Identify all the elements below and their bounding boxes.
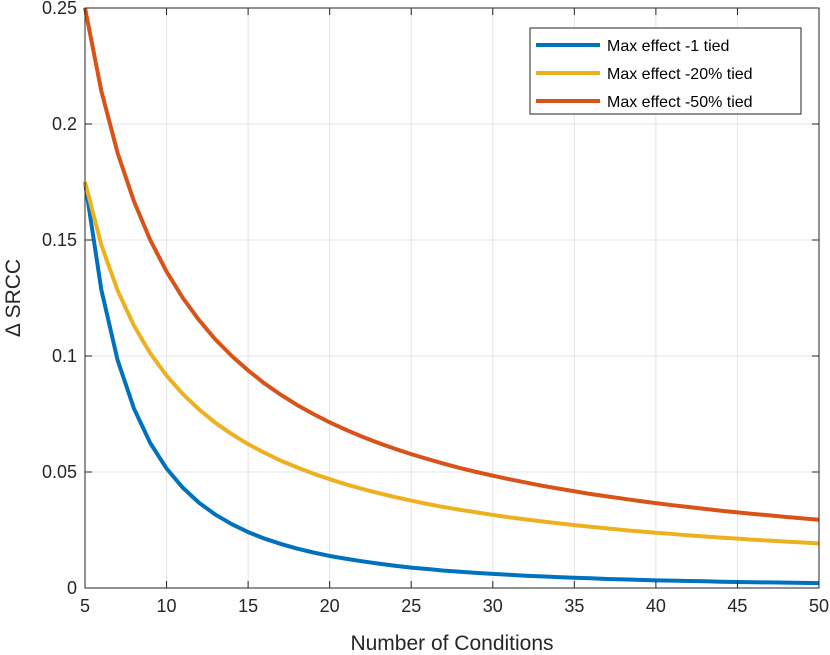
x-tick-label: 40 bbox=[646, 596, 666, 616]
y-tick-label: 0.1 bbox=[52, 346, 77, 366]
y-tick-label: 0.05 bbox=[42, 462, 77, 482]
series-line-3 bbox=[83, 7, 820, 522]
series-line-1 bbox=[83, 181, 820, 586]
y-tick-label: 0.2 bbox=[52, 114, 77, 134]
y-tick-label: 0.15 bbox=[42, 230, 77, 250]
x-tick-label: 15 bbox=[238, 596, 258, 616]
y-axis-label: Δ SRCC bbox=[2, 259, 25, 337]
x-tick-label: 20 bbox=[320, 596, 340, 616]
plot-frame bbox=[84, 7, 820, 589]
legend: Max effect -1 tied Max effect -20% tied Ma… bbox=[529, 27, 802, 115]
x-tick-label: 30 bbox=[483, 596, 503, 616]
x-tick-label: 10 bbox=[157, 596, 177, 616]
series-layer bbox=[83, 7, 820, 586]
series-line-2 bbox=[83, 181, 820, 546]
y-tick-label: 0 bbox=[67, 578, 77, 598]
y-tick-label: 0.25 bbox=[42, 0, 77, 18]
x-axis-label: Number of Conditions bbox=[350, 632, 553, 655]
x-tick-label: 5 bbox=[80, 596, 90, 616]
tick-labels: 5 10 15 20 25 30 35 40 45 50 0 0.05 0.1 0.15 0.2 0.25 bbox=[42, 0, 829, 616]
ticks bbox=[84, 7, 820, 589]
x-tick-label: 45 bbox=[727, 596, 747, 616]
x-tick-label: 35 bbox=[564, 596, 584, 616]
legend-label-2: Max effect -20% tied bbox=[607, 66, 753, 83]
x-tick-label: 50 bbox=[809, 596, 829, 616]
x-tick-label: 25 bbox=[401, 596, 421, 616]
legend-label-3: Max effect -50% tied bbox=[607, 94, 753, 111]
legend-label-1: Max effect -1 tied bbox=[607, 38, 729, 55]
